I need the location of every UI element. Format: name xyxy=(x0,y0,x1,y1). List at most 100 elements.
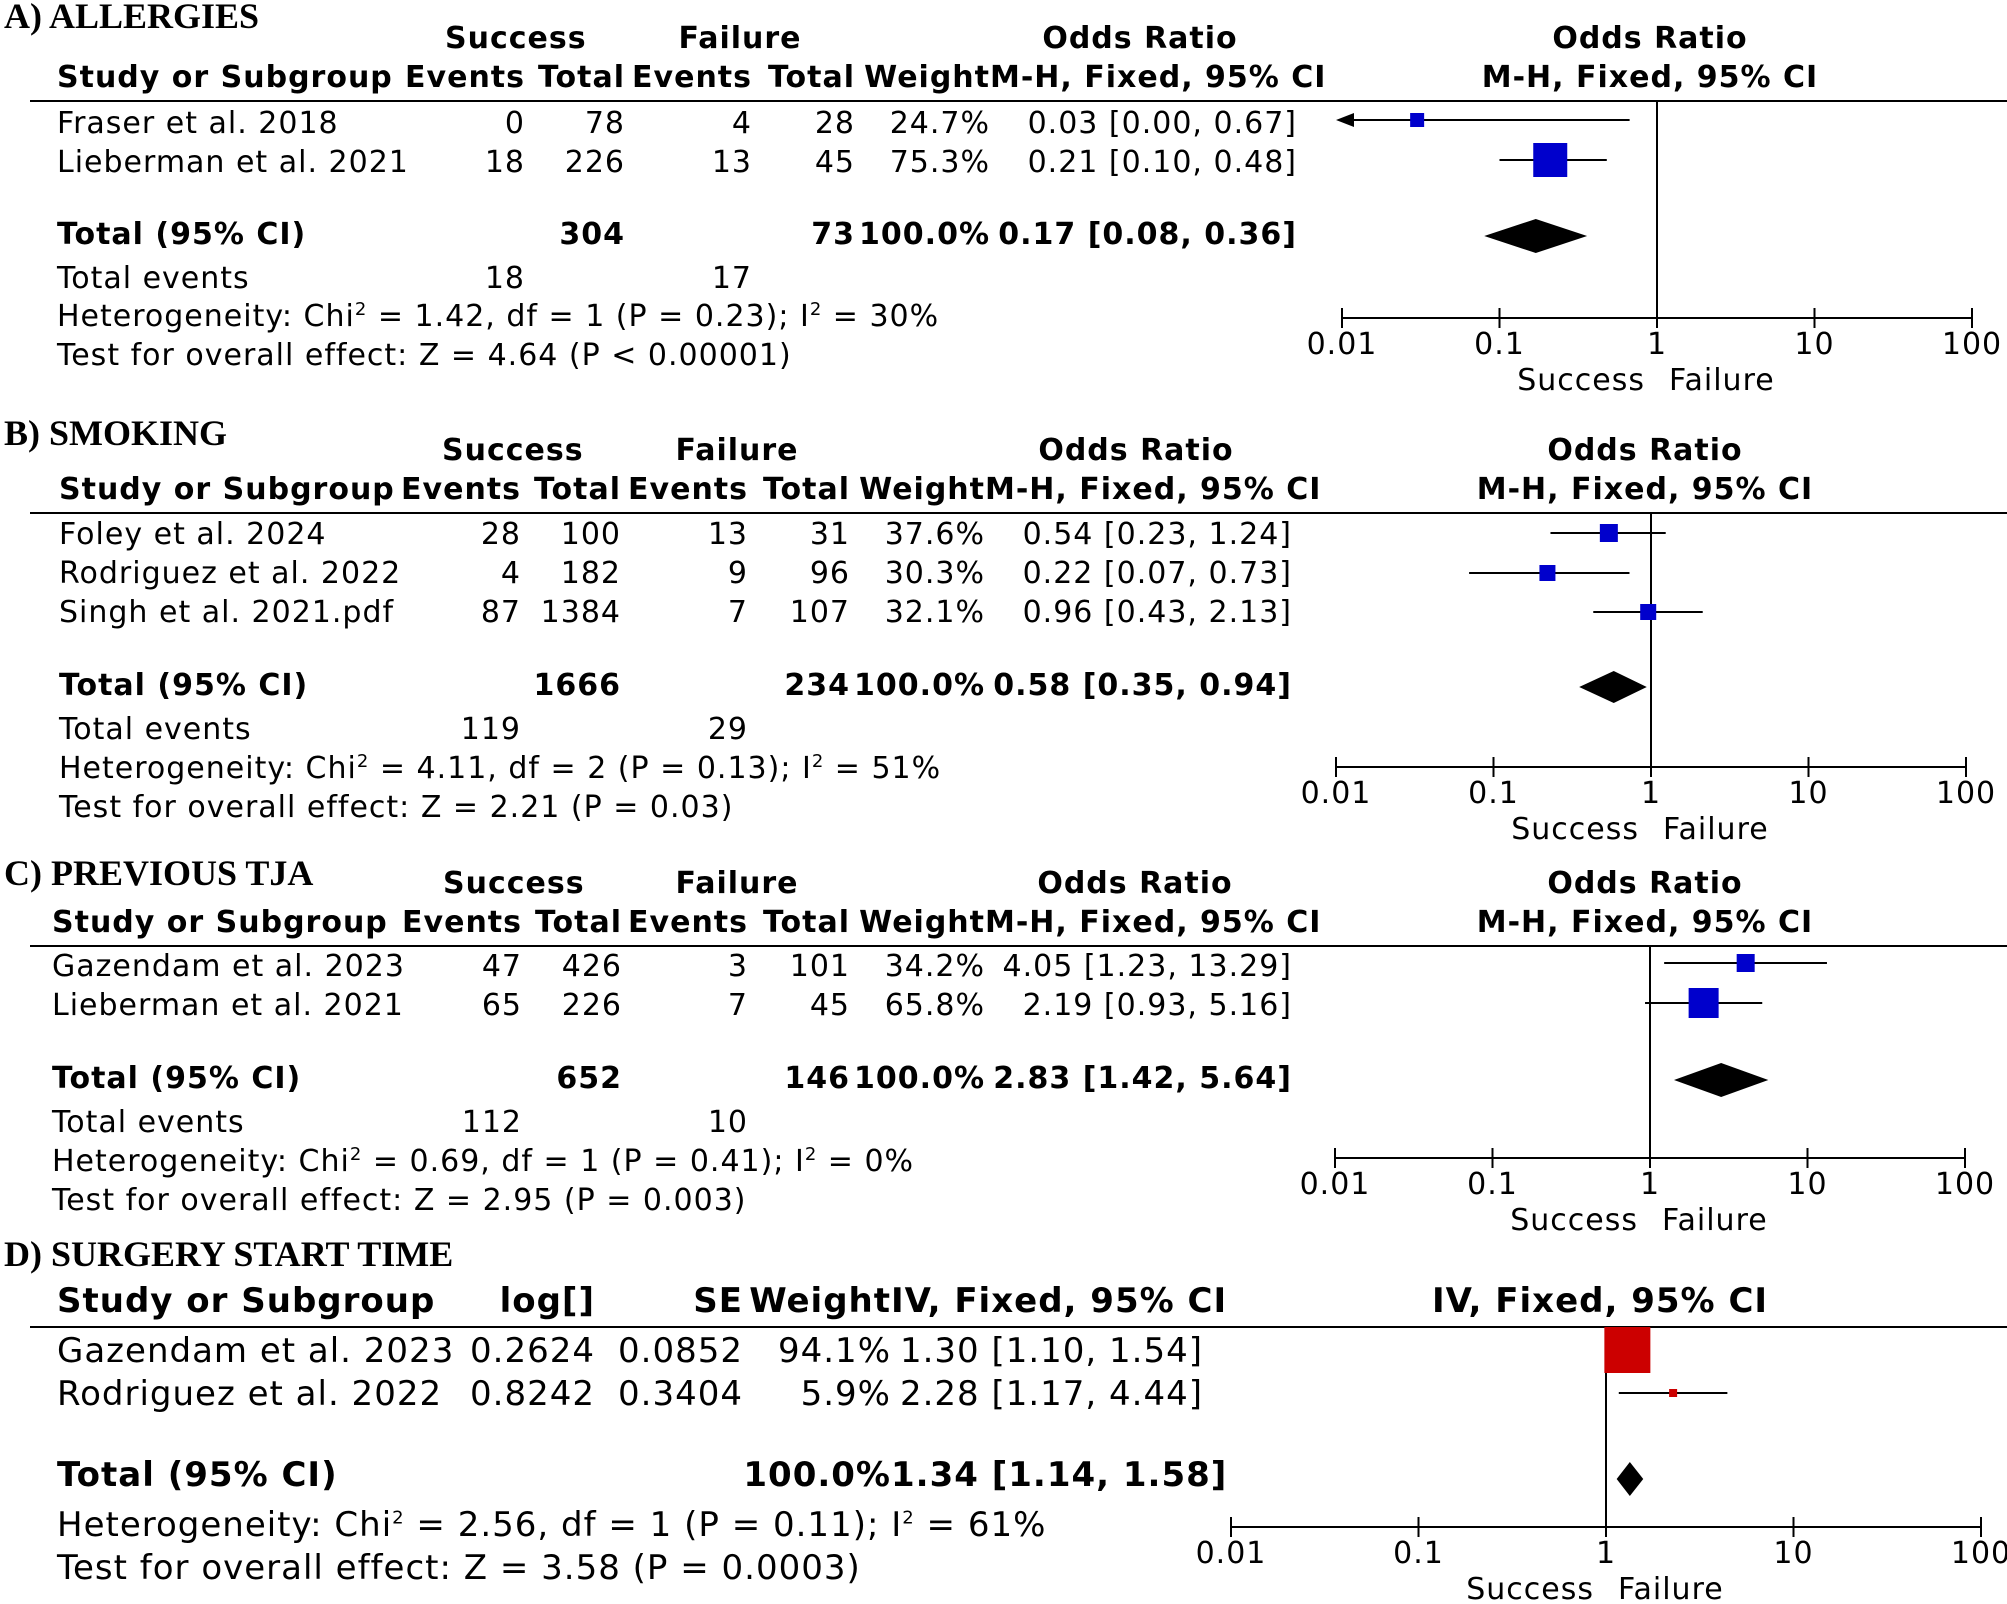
x-tick-label: 1 xyxy=(1647,327,1667,362)
s-total: 1666 xyxy=(533,668,621,703)
log-header: log[] xyxy=(499,1281,595,1321)
f-total: 146 xyxy=(784,1061,850,1096)
s-events-header: Events xyxy=(402,905,522,940)
f-total: 45 xyxy=(814,145,855,180)
plot-method-header: M-H, Fixed, 95% CI xyxy=(1481,60,1819,95)
x-tick-label: 0.1 xyxy=(1393,1536,1444,1571)
f-events-header: Events xyxy=(628,905,748,940)
ci-arrow xyxy=(1336,113,1354,127)
total-events-label: Total events xyxy=(52,1105,245,1140)
header-rule xyxy=(30,1326,2007,1328)
weight: 100.0% xyxy=(854,668,985,703)
s-events: 87 xyxy=(480,595,521,630)
weight: 100.0% xyxy=(859,217,990,252)
ci-header: M-H, Fixed, 95% CI xyxy=(985,472,1322,507)
study-header: Study or Subgroup xyxy=(57,60,393,95)
ci: 1.34 [1.14, 1.58] xyxy=(891,1455,1228,1495)
log-value: 0.2624 xyxy=(470,1331,595,1371)
study-marker xyxy=(1410,113,1425,127)
ci: 2.19 [0.93, 5.16] xyxy=(1022,988,1292,1023)
panel-title: D) SURGERY START TIME xyxy=(4,1234,454,1274)
plot-header: Odds Ratio xyxy=(1547,433,1743,468)
f-total: 107 xyxy=(789,595,850,630)
header-rule xyxy=(30,945,2007,947)
se-header: SE xyxy=(693,1281,743,1321)
study-marker xyxy=(1669,1389,1678,1397)
plot-method-header: M-H, Fixed, 95% CI xyxy=(1476,905,1814,940)
x-tick-label: 0.1 xyxy=(1467,1167,1518,1202)
x-tick-label: 0.01 xyxy=(1300,1167,1371,1202)
pooled-diamond xyxy=(1673,1063,1769,1097)
ci: 0.03 [0.00, 0.67] xyxy=(1027,106,1297,141)
success-header: Success xyxy=(443,866,585,901)
weight: 65.8% xyxy=(884,988,985,1023)
weight: 24.7% xyxy=(889,106,990,141)
s-total: 652 xyxy=(556,1061,622,1096)
f-total: 96 xyxy=(809,556,850,591)
f-total-header: Total xyxy=(768,60,855,95)
f-events-header: Events xyxy=(628,472,748,507)
x-tick-label: 0.1 xyxy=(1468,776,1519,811)
f-events-header: Events xyxy=(632,60,752,95)
x-tick-label: 0.1 xyxy=(1474,327,1525,362)
weight-header: Weight xyxy=(859,905,985,940)
s-events-header: Events xyxy=(401,472,521,507)
axis-label-failure: Failure xyxy=(1662,1203,1768,1238)
s-total: 100 xyxy=(560,517,621,552)
pooled-diamond xyxy=(1616,1462,1644,1496)
f-events: 13 xyxy=(707,517,748,552)
study-marker xyxy=(1539,565,1556,581)
x-tick-label: 1 xyxy=(1640,1167,1660,1202)
weight: 5.9% xyxy=(800,1374,891,1414)
odds-ratio-header: Odds Ratio xyxy=(1037,866,1233,901)
x-tick-label: 10 xyxy=(1794,327,1834,362)
s-total: 78 xyxy=(584,106,625,141)
study-name: Lieberman et al. 2021 xyxy=(52,988,404,1023)
axis-label-success: Success xyxy=(1511,812,1639,847)
success-header: Success xyxy=(445,21,587,56)
axis-label-failure: Failure xyxy=(1669,363,1775,398)
study-marker xyxy=(1640,604,1657,620)
weight: 94.1% xyxy=(777,1331,891,1371)
plot-method-header: M-H, Fixed, 95% CI xyxy=(1476,472,1814,507)
heterogeneity: Heterogeneity: Chi2 = 1.42, df = 1 (P = … xyxy=(57,299,940,334)
s-total: 304 xyxy=(559,217,625,252)
f-total: 28 xyxy=(814,106,855,141)
failure-header: Failure xyxy=(678,21,802,56)
total-label: Total (95% CI) xyxy=(57,1455,338,1495)
total-label: Total (95% CI) xyxy=(57,217,307,252)
ci: 2.28 [1.17, 4.44] xyxy=(899,1374,1203,1414)
ci: 2.83 [1.42, 5.64] xyxy=(993,1061,1292,1096)
ci: 0.17 [0.08, 0.36] xyxy=(998,217,1297,252)
study-header: Study or Subgroup xyxy=(57,1281,436,1321)
ci-header: IV, Fixed, 95% CI xyxy=(891,1281,1228,1321)
axis-label-success: Success xyxy=(1510,1203,1638,1238)
se-value: 0.3404 xyxy=(618,1374,743,1414)
plot-header: Odds Ratio xyxy=(1547,866,1743,901)
s-total: 426 xyxy=(561,949,622,984)
x-tick-label: 100 xyxy=(1951,1536,2007,1571)
ci-header: M-H, Fixed, 95% CI xyxy=(985,905,1322,940)
weight: 32.1% xyxy=(884,595,985,630)
study-name: Lieberman et al. 2021 xyxy=(57,145,409,180)
f-events: 3 xyxy=(727,949,748,984)
ci-header: M-H, Fixed, 95% CI xyxy=(990,60,1327,95)
f-total: 234 xyxy=(784,668,850,703)
failure-header: Failure xyxy=(675,433,799,468)
ci: 0.22 [0.07, 0.73] xyxy=(1022,556,1292,591)
s-total-header: Total xyxy=(534,472,621,507)
pooled-diamond xyxy=(1579,671,1647,703)
x-tick-label: 100 xyxy=(1935,1167,1995,1202)
s-events: 4 xyxy=(500,556,521,591)
study-marker xyxy=(1736,954,1755,972)
heterogeneity: Heterogeneity: Chi2 = 2.56, df = 1 (P = … xyxy=(57,1505,1047,1545)
x-tick-label: 10 xyxy=(1773,1536,1813,1571)
total-events-success: 119 xyxy=(460,712,521,747)
weight-header: Weight xyxy=(864,60,990,95)
total-label: Total (95% CI) xyxy=(59,668,309,703)
success-header: Success xyxy=(442,433,584,468)
weight-header: Weight xyxy=(859,472,985,507)
total-events-failure: 29 xyxy=(707,712,748,747)
weight: 34.2% xyxy=(884,949,985,984)
study-name: Rodriguez et al. 2022 xyxy=(59,556,402,591)
